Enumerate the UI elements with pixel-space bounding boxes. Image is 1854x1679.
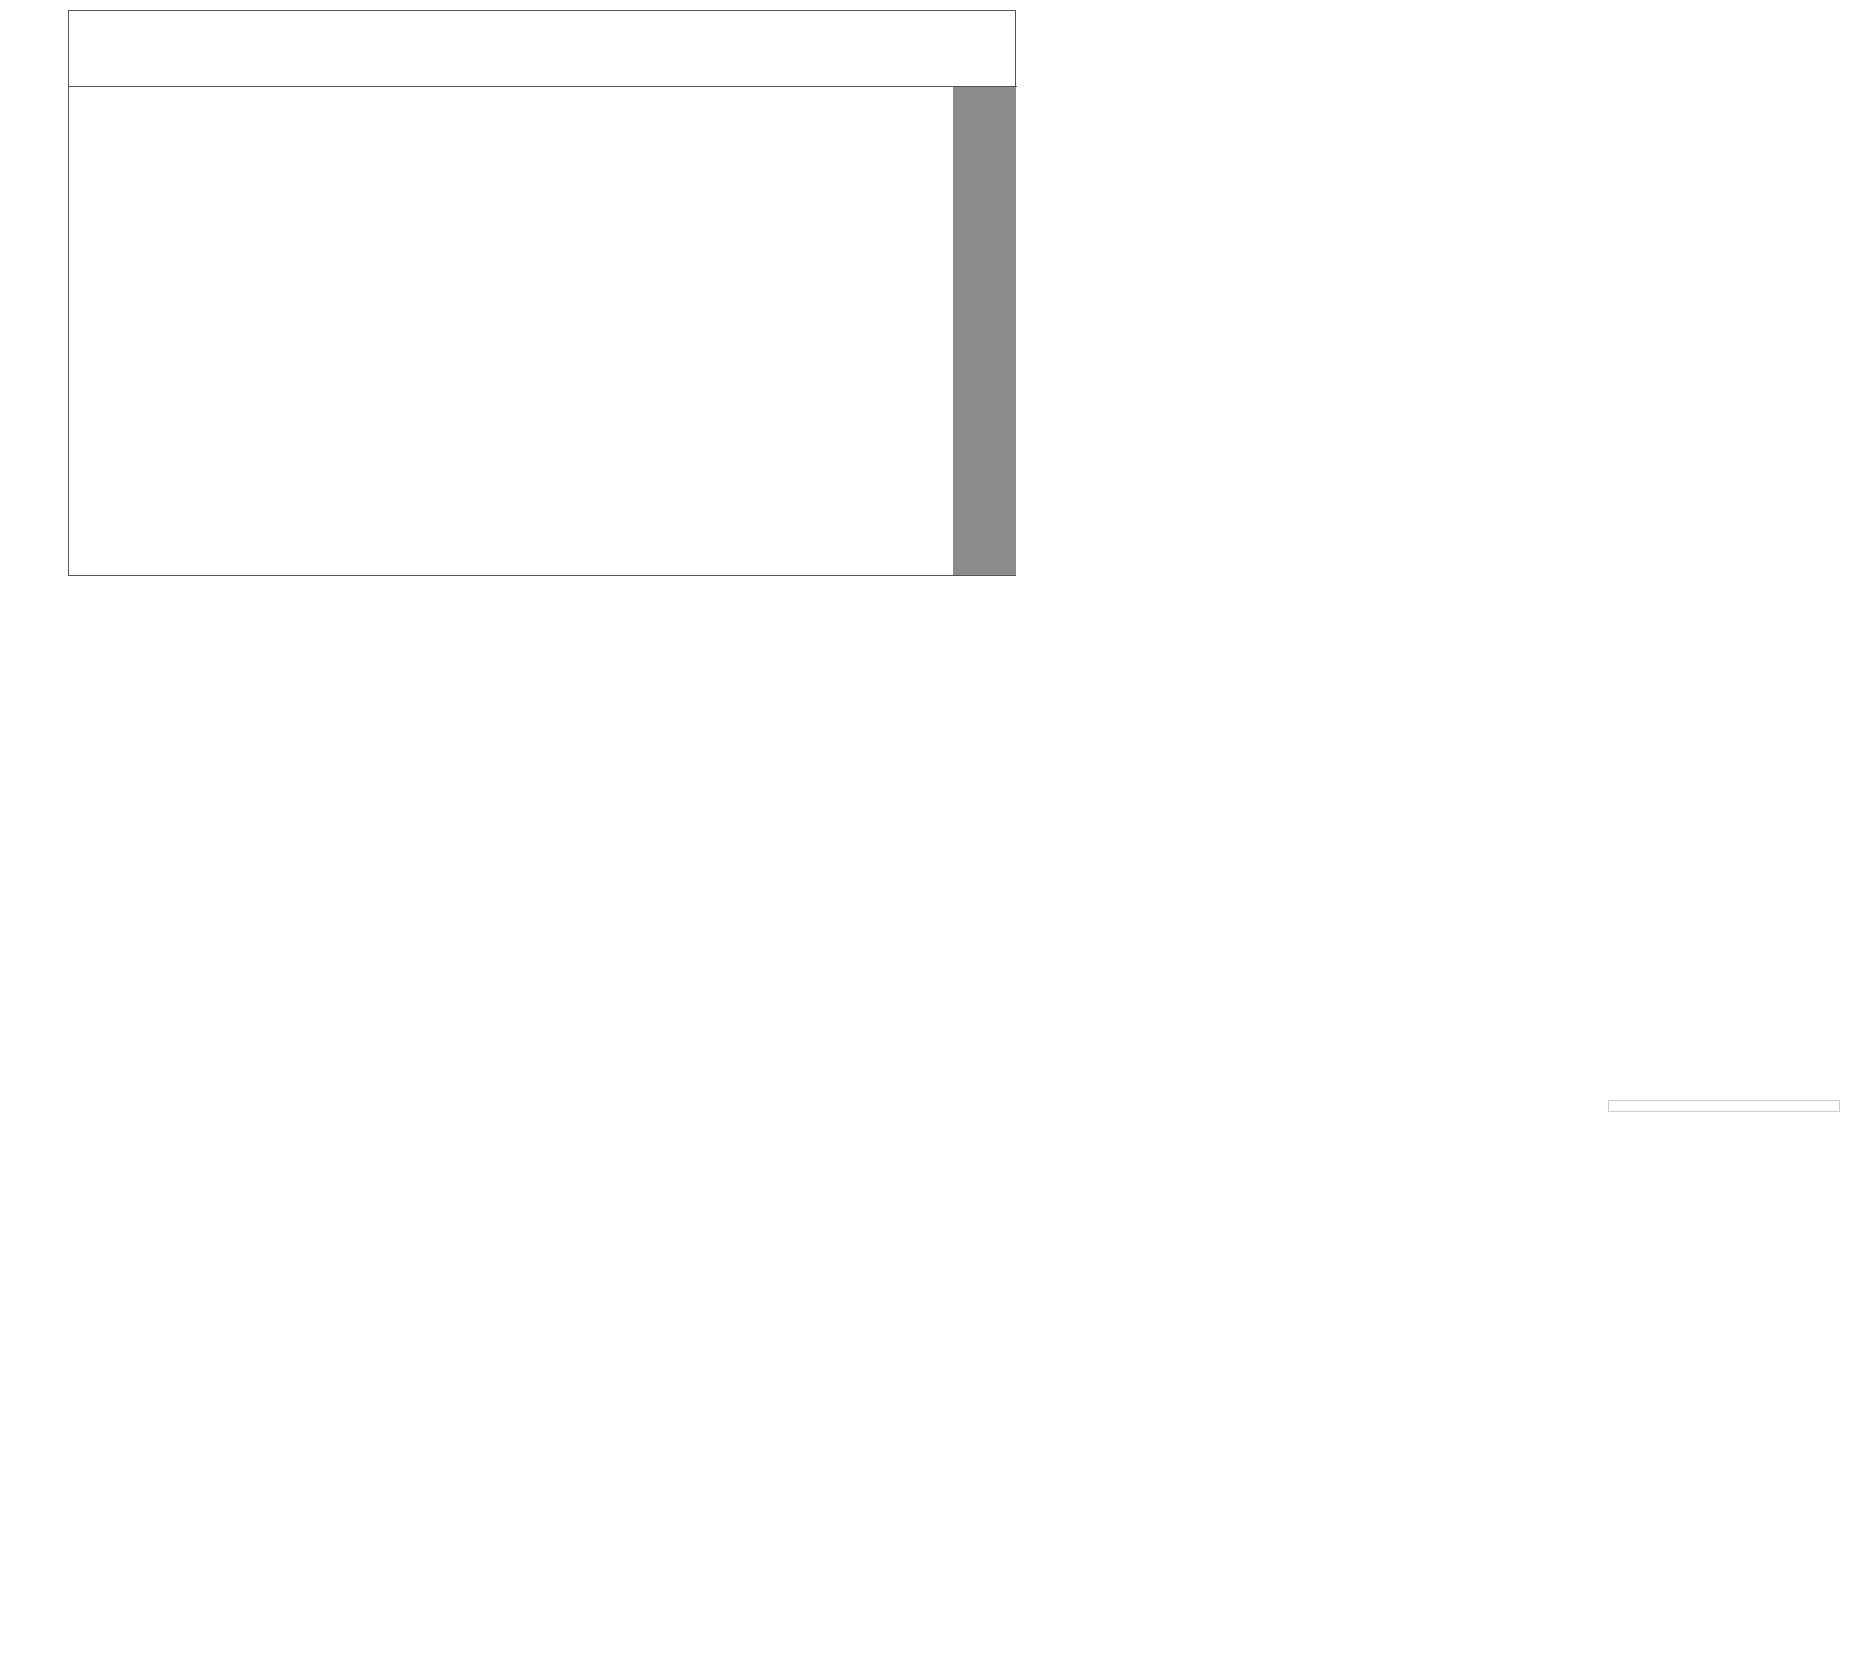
well-log-panel: [28, 10, 1017, 576]
well-log-table: [68, 10, 1017, 576]
colorbar-collapse: [436, 1208, 460, 1600]
well-log-curves: [69, 87, 1017, 575]
depth-axis: [28, 10, 68, 576]
lithology-column: [953, 87, 1016, 575]
borehole-plot: [1052, 1086, 1854, 1674]
well-log-header: [69, 11, 1017, 87]
g-function-chart: [1008, 518, 1854, 1090]
g-function-chart-panel: [1008, 518, 1854, 1090]
colorbar-sigma-rr: [941, 612, 965, 1078]
polar-plot-sigma-theta: [30, 565, 490, 1070]
polar-plot-collapse-pressure: [30, 1170, 490, 1675]
treatment-chart-panel: [1028, 8, 1854, 480]
colorbar-sigma-theta: [436, 612, 460, 1078]
borehole-legend: [1608, 1100, 1840, 1112]
polar-plot-fracture-pressure: [530, 1170, 990, 1675]
colorbar-fracture: [941, 1208, 965, 1600]
borehole-shape-panel: [1052, 1086, 1854, 1674]
well-log-body: [69, 87, 1017, 575]
polar-plot-sigma-rr: [530, 565, 990, 1070]
treatment-chart: [1028, 8, 1854, 480]
